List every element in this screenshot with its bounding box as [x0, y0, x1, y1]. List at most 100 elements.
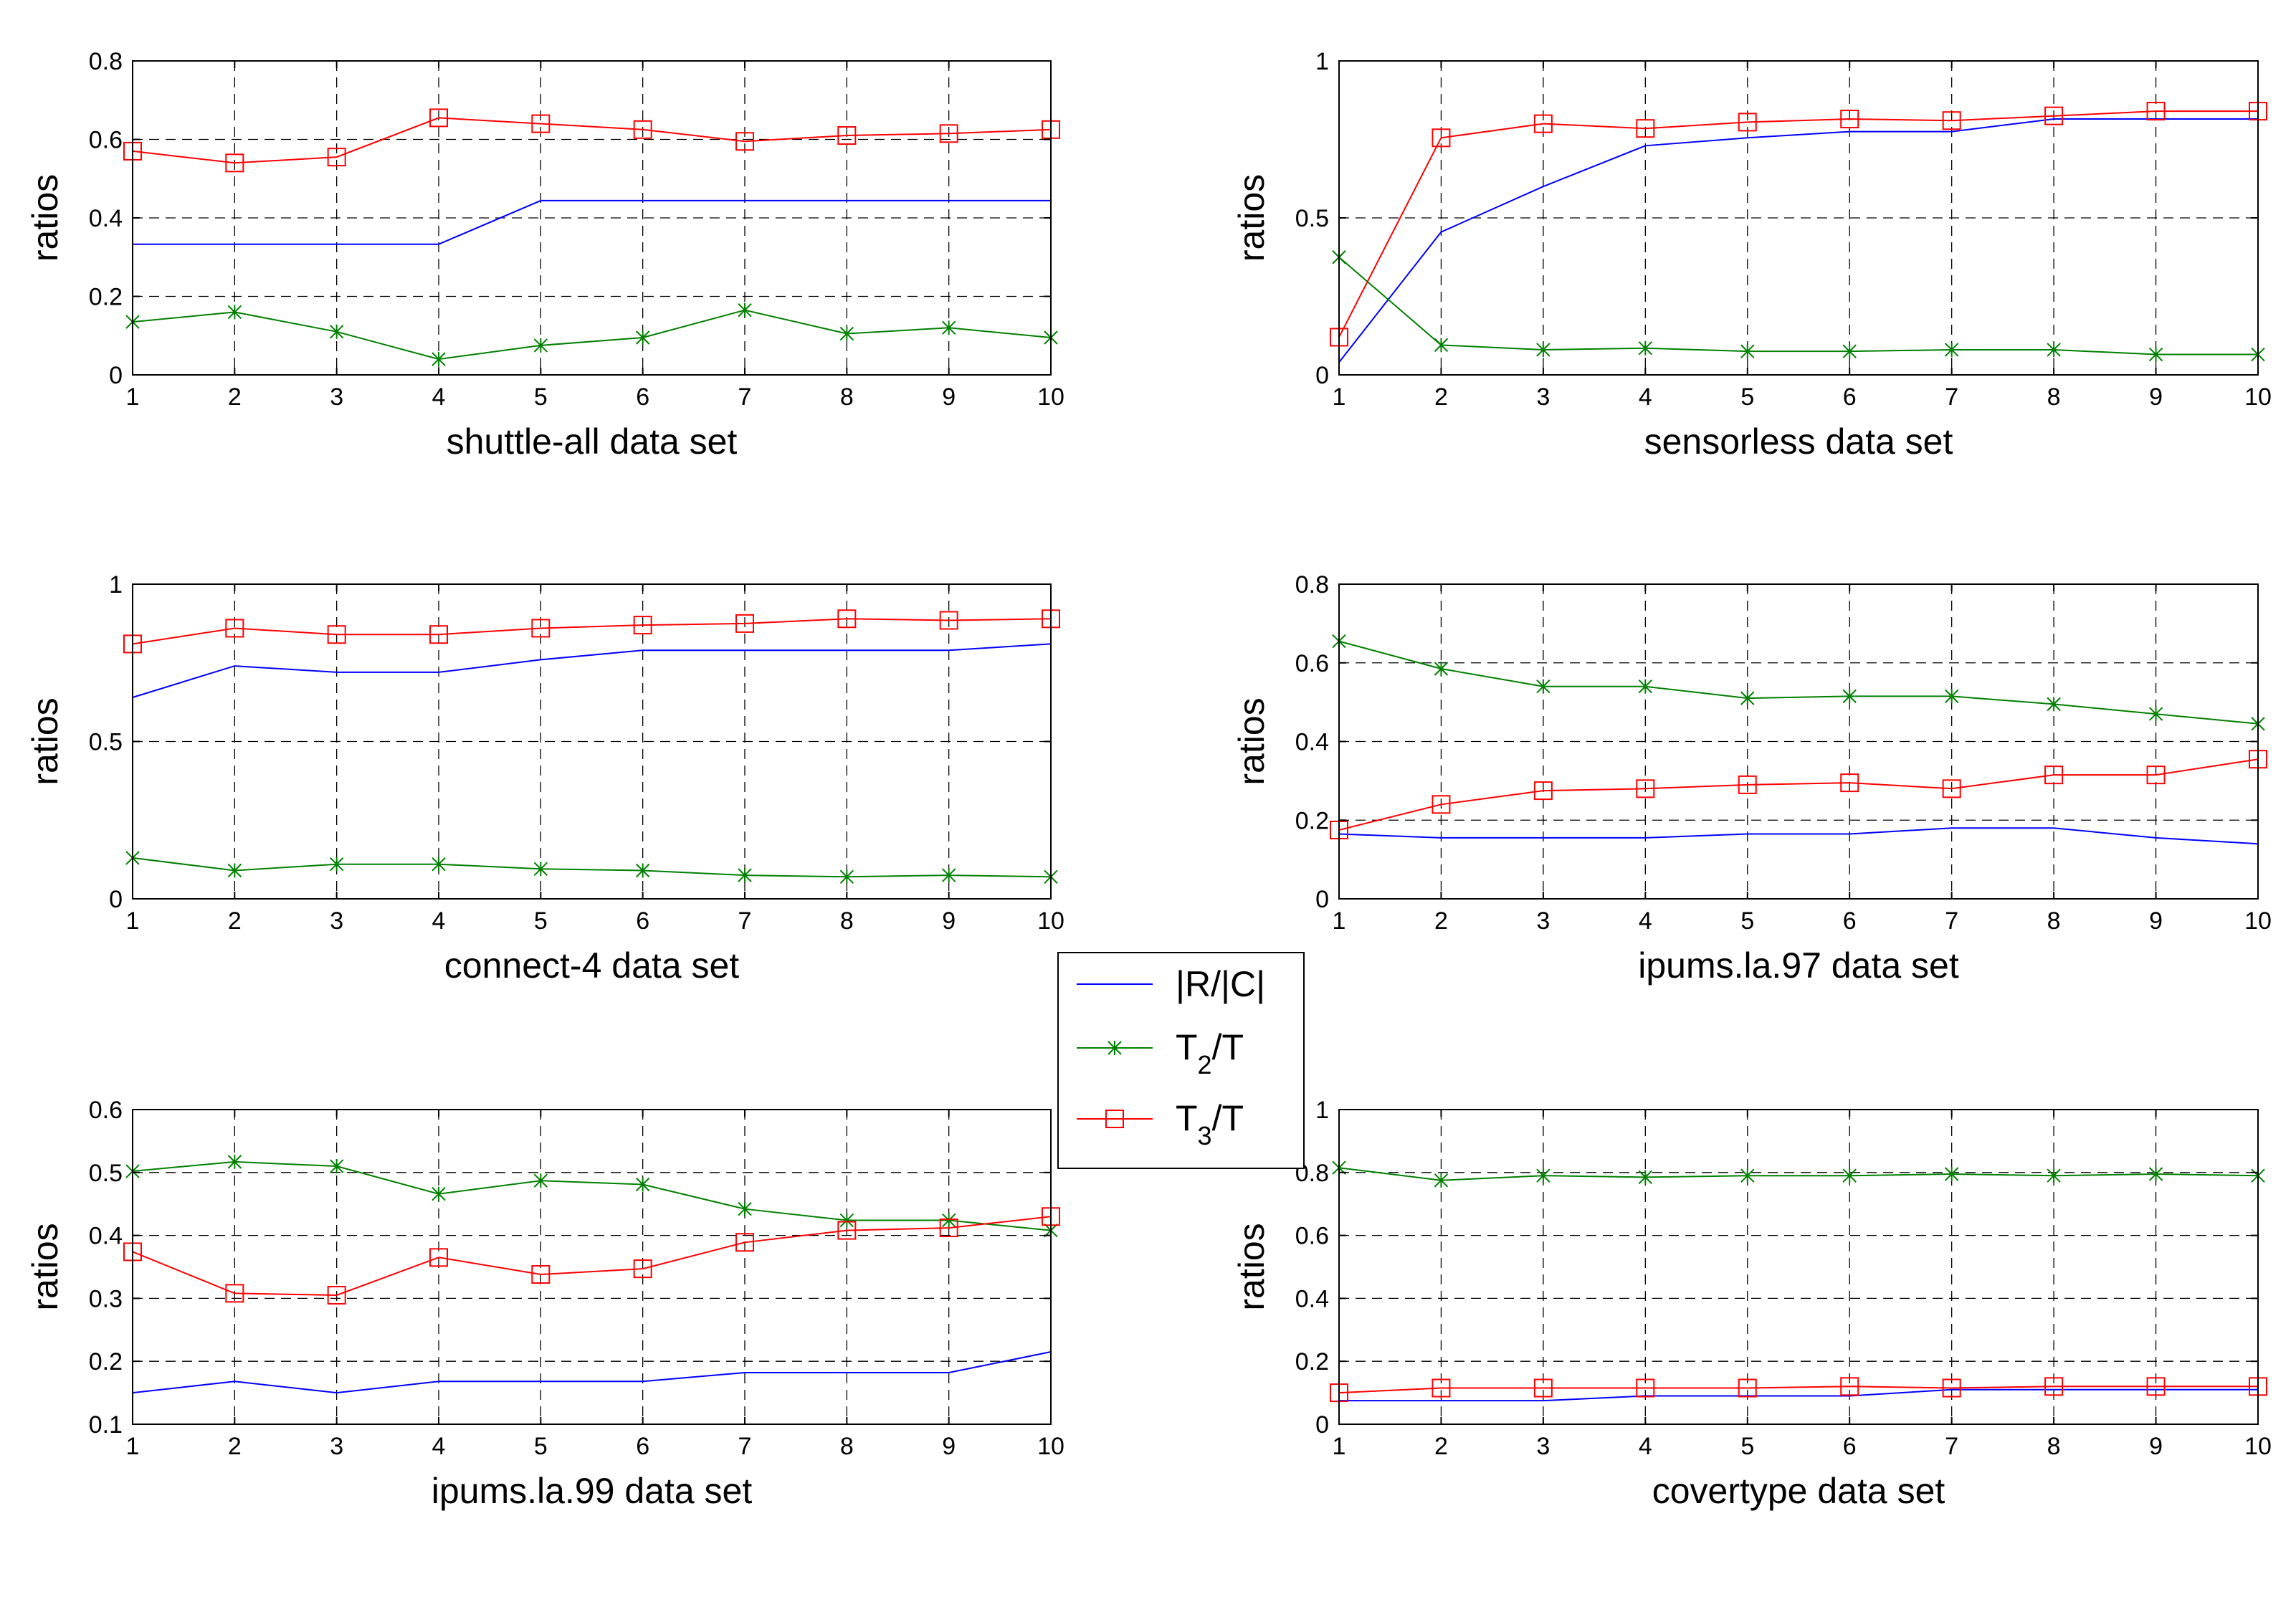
- y-tick-label: 0: [109, 362, 123, 389]
- marker-t2-stroke: [1740, 344, 1755, 358]
- marker-t3: [1738, 113, 1757, 132]
- series-line-t3: [1338, 758, 2259, 831]
- x-tick-label: 4: [1639, 907, 1652, 935]
- marker-t3: [1942, 1378, 1961, 1398]
- x-tick-label: 7: [1945, 1433, 1958, 1460]
- x-tick-label: 4: [432, 907, 446, 935]
- marker-t2-stroke: [1944, 689, 1959, 704]
- y-axis-label: ratios: [1232, 697, 1272, 785]
- x-tick-label: 6: [1843, 383, 1857, 411]
- x-tick-label: 9: [2149, 383, 2163, 411]
- marker-t2-stroke: [1536, 343, 1550, 357]
- x-tick-label: 1: [1333, 1433, 1346, 1460]
- marker-t2: [1740, 344, 1755, 359]
- marker-t2-stroke: [941, 1213, 956, 1228]
- marker-t3: [939, 1219, 958, 1238]
- y-axis-label: ratios: [25, 174, 65, 262]
- marker-t3: [735, 1233, 754, 1252]
- marker-t2: [1842, 689, 1857, 704]
- x-tick-label: 6: [636, 907, 649, 935]
- marker-t2: [1740, 691, 1755, 706]
- y-axis-label: ratios: [25, 697, 65, 785]
- x-tick-label: 9: [942, 907, 956, 935]
- x-tick-label: 1: [126, 383, 140, 411]
- marker-t3: [1533, 781, 1553, 801]
- marker-t3: [531, 619, 551, 638]
- marker-t2-stroke: [2148, 347, 2163, 362]
- chart-panel-1: 1 2 3 4 5 6 7 8 9 10 0 0.2 0.4 0.6 0.8 shuttle-all data…: [25, 48, 1064, 462]
- x-tick-label: 7: [738, 1433, 752, 1460]
- marker-t2: [1536, 342, 1550, 357]
- marker-t2: [635, 330, 650, 345]
- y-axis-label: ratios: [25, 1223, 65, 1310]
- marker-t3: [1840, 773, 1859, 793]
- y-tick-label: 0.5: [89, 1160, 123, 1187]
- marker-t2: [941, 868, 956, 883]
- x-tick-label: 9: [2149, 1433, 2163, 1460]
- series-line-t3: [132, 1216, 1052, 1297]
- marker-t2-stroke: [2047, 343, 2061, 357]
- y-axis-label: ratios: [1232, 174, 1272, 262]
- marker-t3: [429, 1248, 448, 1267]
- x-tick-label: 3: [1536, 383, 1550, 411]
- marker-t2-stroke: [635, 863, 650, 878]
- marker-t2: [432, 857, 446, 872]
- marker-t2-stroke: [738, 302, 752, 318]
- marker-t2-stroke: [2047, 1168, 2061, 1183]
- marker-t2-stroke: [635, 330, 650, 345]
- y-tick-label: 0.4: [89, 1223, 123, 1250]
- x-tick-label: 2: [228, 383, 242, 411]
- chart-panel-2: 1 2 3 4 5 6 7 8 9 10 0 0.5 1 sensorless data set ratio…: [1232, 48, 2272, 462]
- x-tick-label: 3: [330, 907, 343, 935]
- y-axis-label: ratios: [1232, 1223, 1272, 1310]
- marker-t3: [1942, 111, 1961, 130]
- marker-t3: [1636, 119, 1655, 138]
- y-tick-label: 0: [1315, 1411, 1329, 1439]
- marker-t3: [225, 153, 244, 173]
- chart-panel-3: 1 2 3 4 5 6 7 8 9 10 0 0.5 1 connect-4 data set ratios: [25, 571, 1064, 986]
- legend-t2-marker: [1107, 1041, 1122, 1055]
- marker-t2-stroke: [839, 326, 854, 341]
- marker-t2: [432, 1186, 446, 1201]
- x-tick-label: 5: [1740, 907, 1754, 935]
- marker-t2-stroke: [839, 1213, 854, 1228]
- marker-t3: [2146, 766, 2166, 785]
- y-tick-label: 1: [1315, 1097, 1329, 1124]
- marker-t2-stroke: [227, 305, 242, 320]
- x-tick-label: 10: [2244, 907, 2272, 935]
- marker-t2-stroke: [533, 338, 548, 353]
- marker-t2: [1842, 344, 1857, 359]
- marker-t2: [1434, 1173, 1449, 1188]
- x-tick-label: 8: [2047, 1433, 2061, 1460]
- marker-t3: [837, 1221, 857, 1240]
- marker-t2: [839, 1213, 854, 1228]
- x-tick-label: 4: [432, 1433, 446, 1460]
- x-tick-label: 6: [636, 383, 649, 411]
- series-line-rc: [132, 1351, 1052, 1394]
- marker-t3: [1942, 779, 1961, 798]
- y-tick-label: 1: [109, 571, 123, 599]
- x-tick-label: 1: [1333, 907, 1346, 935]
- marker-t2: [533, 862, 548, 877]
- marker-t2: [839, 869, 854, 884]
- marker-t2-stroke: [941, 320, 956, 335]
- marker-t3: [429, 108, 448, 128]
- series-line-t2: [1338, 257, 2258, 356]
- marker-t2-stroke: [635, 1177, 650, 1192]
- marker-t2: [2148, 707, 2163, 722]
- y-tick-label: 0: [109, 886, 123, 913]
- y-tick-label: 0.5: [89, 729, 123, 756]
- marker-t2: [1434, 661, 1449, 676]
- marker-t2-stroke: [329, 1159, 344, 1173]
- series-line-rc: [132, 643, 1052, 698]
- marker-t2-stroke: [1740, 691, 1755, 705]
- marker-t2-stroke: [1740, 1168, 1755, 1183]
- marker-t2-stroke: [1638, 679, 1653, 694]
- x-tick-label: 4: [432, 383, 446, 411]
- y-tick-label: 0.6: [89, 1097, 123, 1124]
- x-tick-label: 2: [1434, 383, 1448, 411]
- marker-t3: [2044, 1377, 2064, 1396]
- marker-t2: [432, 352, 446, 367]
- marker-t2: [941, 1213, 956, 1228]
- y-tick-label: 0.2: [1295, 1348, 1329, 1375]
